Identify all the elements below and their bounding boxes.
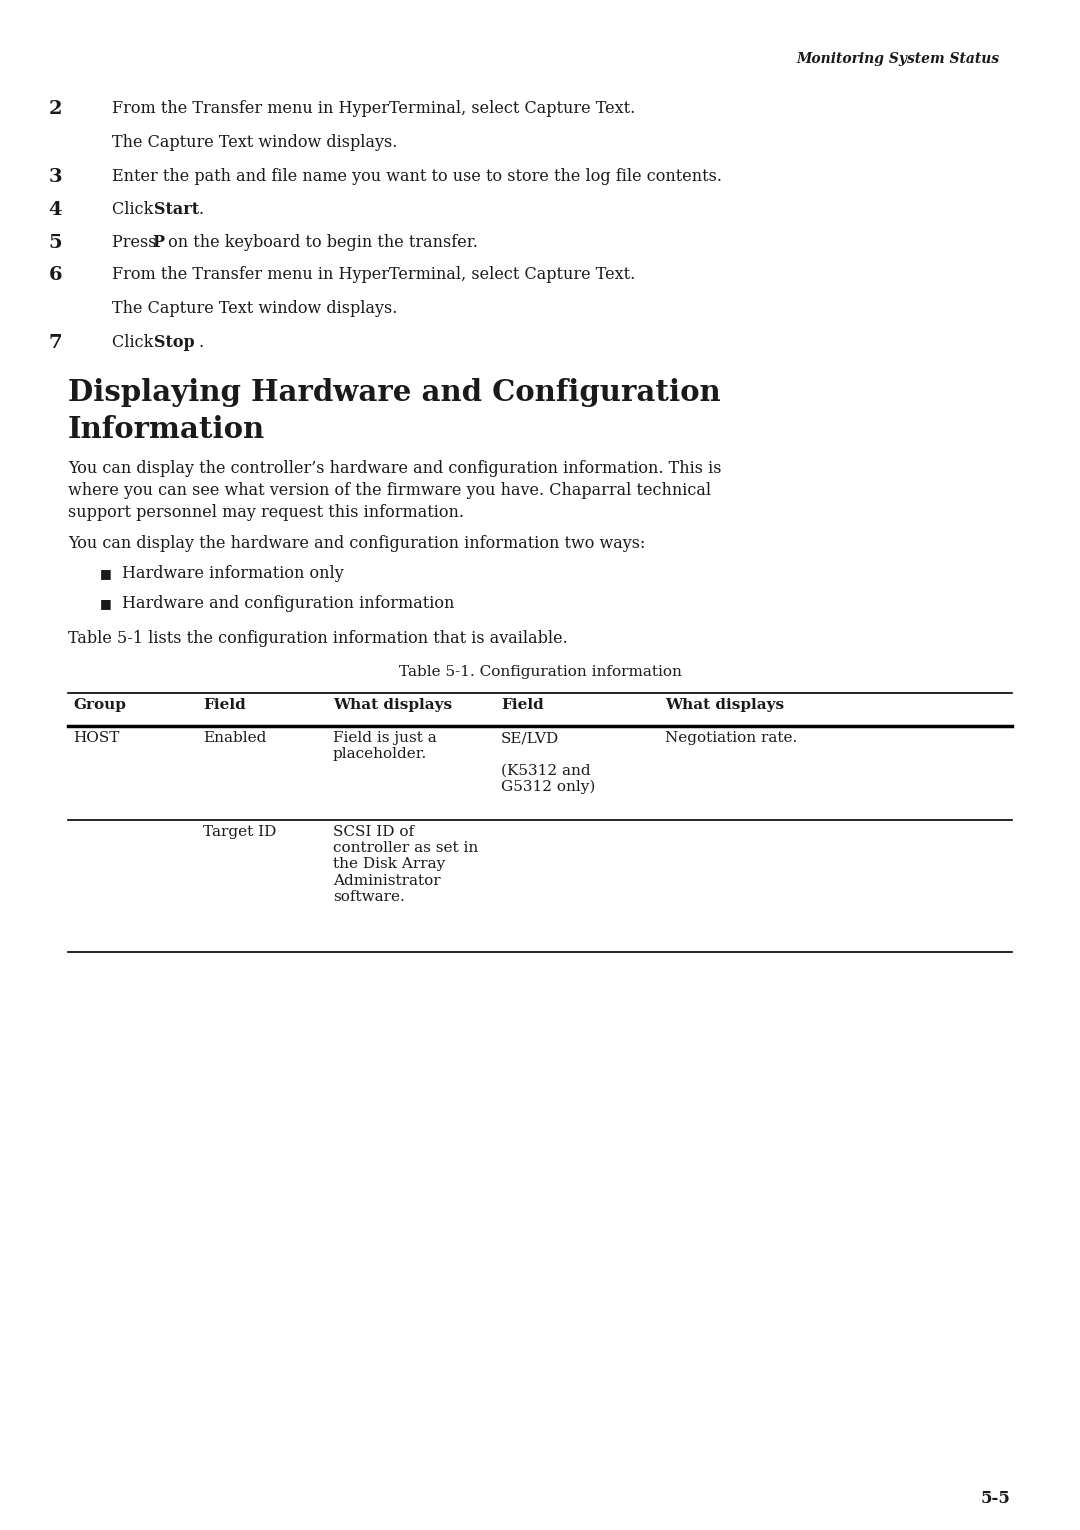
- Text: Click: Click: [112, 334, 159, 350]
- Text: Group: Group: [73, 698, 126, 711]
- Text: You can display the controller’s hardware and configuration information. This is: You can display the controller’s hardwar…: [68, 461, 721, 477]
- Text: Negotiation rate.: Negotiation rate.: [665, 731, 797, 745]
- Text: Field: Field: [203, 698, 246, 711]
- Text: Monitoring System Status: Monitoring System Status: [797, 52, 1000, 66]
- Text: Displaying Hardware and Configuration: Displaying Hardware and Configuration: [68, 378, 720, 407]
- Text: HOST: HOST: [73, 731, 120, 745]
- Text: P: P: [152, 234, 164, 251]
- Text: Table 5-1. Configuration information: Table 5-1. Configuration information: [399, 666, 681, 679]
- Text: Click: Click: [112, 200, 159, 217]
- Text: Press: Press: [112, 234, 162, 251]
- Text: The Capture Text window displays.: The Capture Text window displays.: [112, 300, 397, 317]
- Text: Stop: Stop: [154, 334, 194, 350]
- Text: where you can see what version of the firmware you have. Chaparral technical: where you can see what version of the fi…: [68, 482, 711, 499]
- Text: What displays: What displays: [333, 698, 453, 711]
- Text: Field: Field: [501, 698, 543, 711]
- Text: .: .: [198, 334, 203, 350]
- Text: 2: 2: [49, 99, 62, 118]
- Text: Enabled: Enabled: [203, 731, 267, 745]
- Text: 4: 4: [49, 200, 62, 219]
- Text: Target ID: Target ID: [203, 825, 276, 838]
- Text: 3: 3: [49, 168, 62, 187]
- Text: SCSI ID of
controller as set in
the Disk Array
Administrator
software.: SCSI ID of controller as set in the Disk…: [333, 825, 478, 904]
- Text: Hardware information only: Hardware information only: [122, 565, 343, 581]
- Text: 5-5: 5-5: [981, 1490, 1010, 1507]
- Text: From the Transfer menu in HyperTerminal, select Capture Text.: From the Transfer menu in HyperTerminal,…: [112, 266, 635, 283]
- Text: 7: 7: [49, 334, 62, 352]
- Text: From the Transfer menu in HyperTerminal, select Capture Text.: From the Transfer menu in HyperTerminal,…: [112, 99, 635, 116]
- Text: What displays: What displays: [665, 698, 784, 711]
- Text: ■: ■: [100, 568, 111, 580]
- Text: SE/LVD

(K5312 and
G5312 only): SE/LVD (K5312 and G5312 only): [501, 731, 595, 794]
- Text: support personnel may request this information.: support personnel may request this infor…: [68, 503, 464, 522]
- Text: You can display the hardware and configuration information two ways:: You can display the hardware and configu…: [68, 536, 646, 552]
- Text: ■: ■: [100, 597, 111, 610]
- Text: The Capture Text window displays.: The Capture Text window displays.: [112, 135, 397, 151]
- Text: Field is just a
placeholder.: Field is just a placeholder.: [333, 731, 436, 762]
- Text: Information: Information: [68, 415, 265, 444]
- Text: 6: 6: [49, 266, 62, 285]
- Text: Hardware and configuration information: Hardware and configuration information: [122, 595, 455, 612]
- Text: Start: Start: [154, 200, 199, 217]
- Text: Table 5-1 lists the configuration information that is available.: Table 5-1 lists the configuration inform…: [68, 630, 568, 647]
- Text: on the keyboard to begin the transfer.: on the keyboard to begin the transfer.: [163, 234, 477, 251]
- Text: .: .: [199, 200, 204, 217]
- Text: 5: 5: [49, 234, 62, 252]
- Text: Enter the path and file name you want to use to store the log file contents.: Enter the path and file name you want to…: [112, 168, 723, 185]
